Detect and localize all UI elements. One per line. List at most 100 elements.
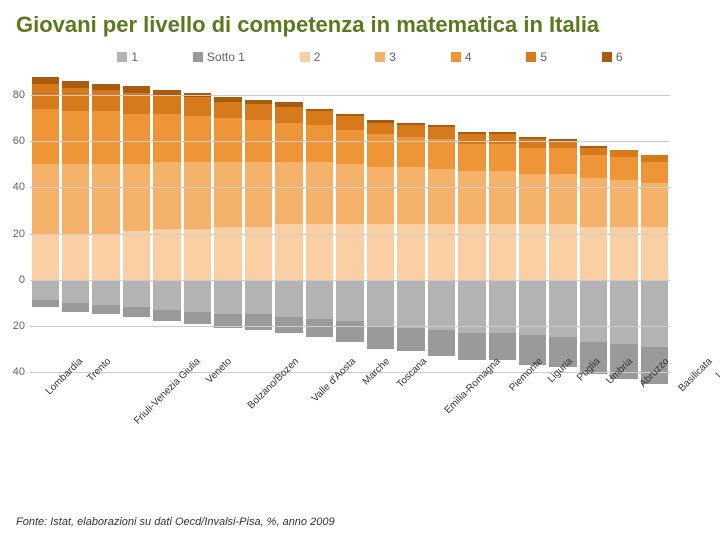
bar-segment (489, 132, 516, 134)
bar-segment (306, 162, 333, 224)
bar-segment (397, 328, 424, 351)
bar-segment (336, 164, 363, 224)
y-axis-label: 60 (0, 135, 25, 147)
bar-segment (306, 111, 333, 125)
bar-segment (184, 162, 211, 229)
chart-title: Giovani per livello di competenza in mat… (0, 0, 720, 42)
bar-column (549, 72, 576, 372)
bar-segment (428, 169, 455, 224)
legend-label: 3 (389, 50, 396, 64)
legend-item: 5 (526, 50, 547, 64)
bar-segment (428, 280, 455, 331)
chart-area: 1Sotto 123456 8060402002040 (30, 50, 710, 380)
bar-column (306, 72, 333, 372)
bar-segment (153, 114, 180, 162)
bar-segment (367, 167, 394, 225)
bar-segment (275, 162, 302, 224)
legend-label: Sotto 1 (207, 50, 245, 64)
bar-segment (32, 280, 59, 301)
legend-swatch (526, 52, 536, 62)
bar-segment (580, 148, 607, 155)
bar-segment (306, 280, 333, 319)
bar-segment (367, 326, 394, 349)
bar-column (153, 72, 180, 372)
bar-segment (397, 167, 424, 225)
bar-segment (32, 109, 59, 164)
bar-segment (367, 120, 394, 122)
bar-column (214, 72, 241, 372)
bar-column (580, 72, 607, 372)
bar-segment (123, 307, 150, 316)
legend-label: 4 (465, 50, 472, 64)
bar-column (62, 72, 89, 372)
bar-segment (458, 171, 485, 224)
y-axis-label: 40 (0, 181, 25, 193)
bar-column (367, 72, 394, 372)
y-axis-label: 20 (0, 228, 25, 240)
bar-segment (214, 280, 241, 315)
bar-segment (336, 130, 363, 165)
bar-segment (458, 280, 485, 333)
legend-item: 1 (117, 50, 138, 64)
bar-segment (32, 300, 59, 307)
bar-segment (62, 81, 89, 88)
bar-column (92, 72, 119, 372)
bar-segment (62, 234, 89, 280)
bar-segment (92, 164, 119, 233)
bar-segment (458, 144, 485, 172)
bar-column (336, 72, 363, 372)
bar-segment (641, 280, 668, 347)
bar-column (245, 72, 272, 372)
legend-swatch (300, 52, 310, 62)
y-axis-label: 20 (0, 320, 25, 332)
bar-segment (367, 123, 394, 135)
bar-segment (123, 164, 150, 231)
bar-segment (245, 280, 272, 315)
legend-label: 6 (616, 50, 623, 64)
plot: 8060402002040 (30, 72, 670, 372)
bar-segment (641, 155, 668, 162)
bar-segment (214, 102, 241, 118)
bar-segment (123, 280, 150, 308)
bar-segment (489, 144, 516, 172)
bar-segment (549, 174, 576, 225)
bar-column (32, 72, 59, 372)
bar-segment (367, 134, 394, 166)
bar-segment (610, 227, 637, 280)
legend-swatch (193, 52, 203, 62)
source-note: Fonte: Istat, elaborazioni su dati Oecd/… (16, 516, 335, 528)
bar-segment (123, 231, 150, 279)
bar-segment (275, 107, 302, 123)
bar-segment (62, 303, 89, 312)
bar-segment (275, 280, 302, 317)
bar-segment (336, 116, 363, 130)
bar-segment (62, 88, 89, 111)
bar-segment (306, 125, 333, 162)
gridline (30, 234, 670, 235)
bar-segment (428, 127, 455, 139)
bar-segment (336, 321, 363, 342)
bar-segment (245, 314, 272, 330)
bar-segment (62, 280, 89, 303)
y-axis-label: 40 (0, 366, 25, 378)
bar-segment (245, 227, 272, 280)
bar-segment (306, 109, 333, 111)
gridline (30, 95, 670, 96)
bar-segment (92, 84, 119, 91)
legend-item: 4 (451, 50, 472, 64)
bar-segment (275, 102, 302, 107)
legend-label: 5 (540, 50, 547, 64)
bar-column (275, 72, 302, 372)
y-axis-label: 80 (0, 89, 25, 101)
bar-segment (92, 90, 119, 111)
bar-segment (214, 118, 241, 162)
legend-item: 3 (375, 50, 396, 64)
legend-swatch (117, 52, 127, 62)
bar-segment (458, 132, 485, 134)
bar-column (397, 72, 424, 372)
bar-segment (336, 114, 363, 116)
bar-segment (62, 164, 89, 233)
bar-segment (580, 178, 607, 226)
bar-segment (519, 137, 546, 139)
bar-segment (184, 229, 211, 280)
